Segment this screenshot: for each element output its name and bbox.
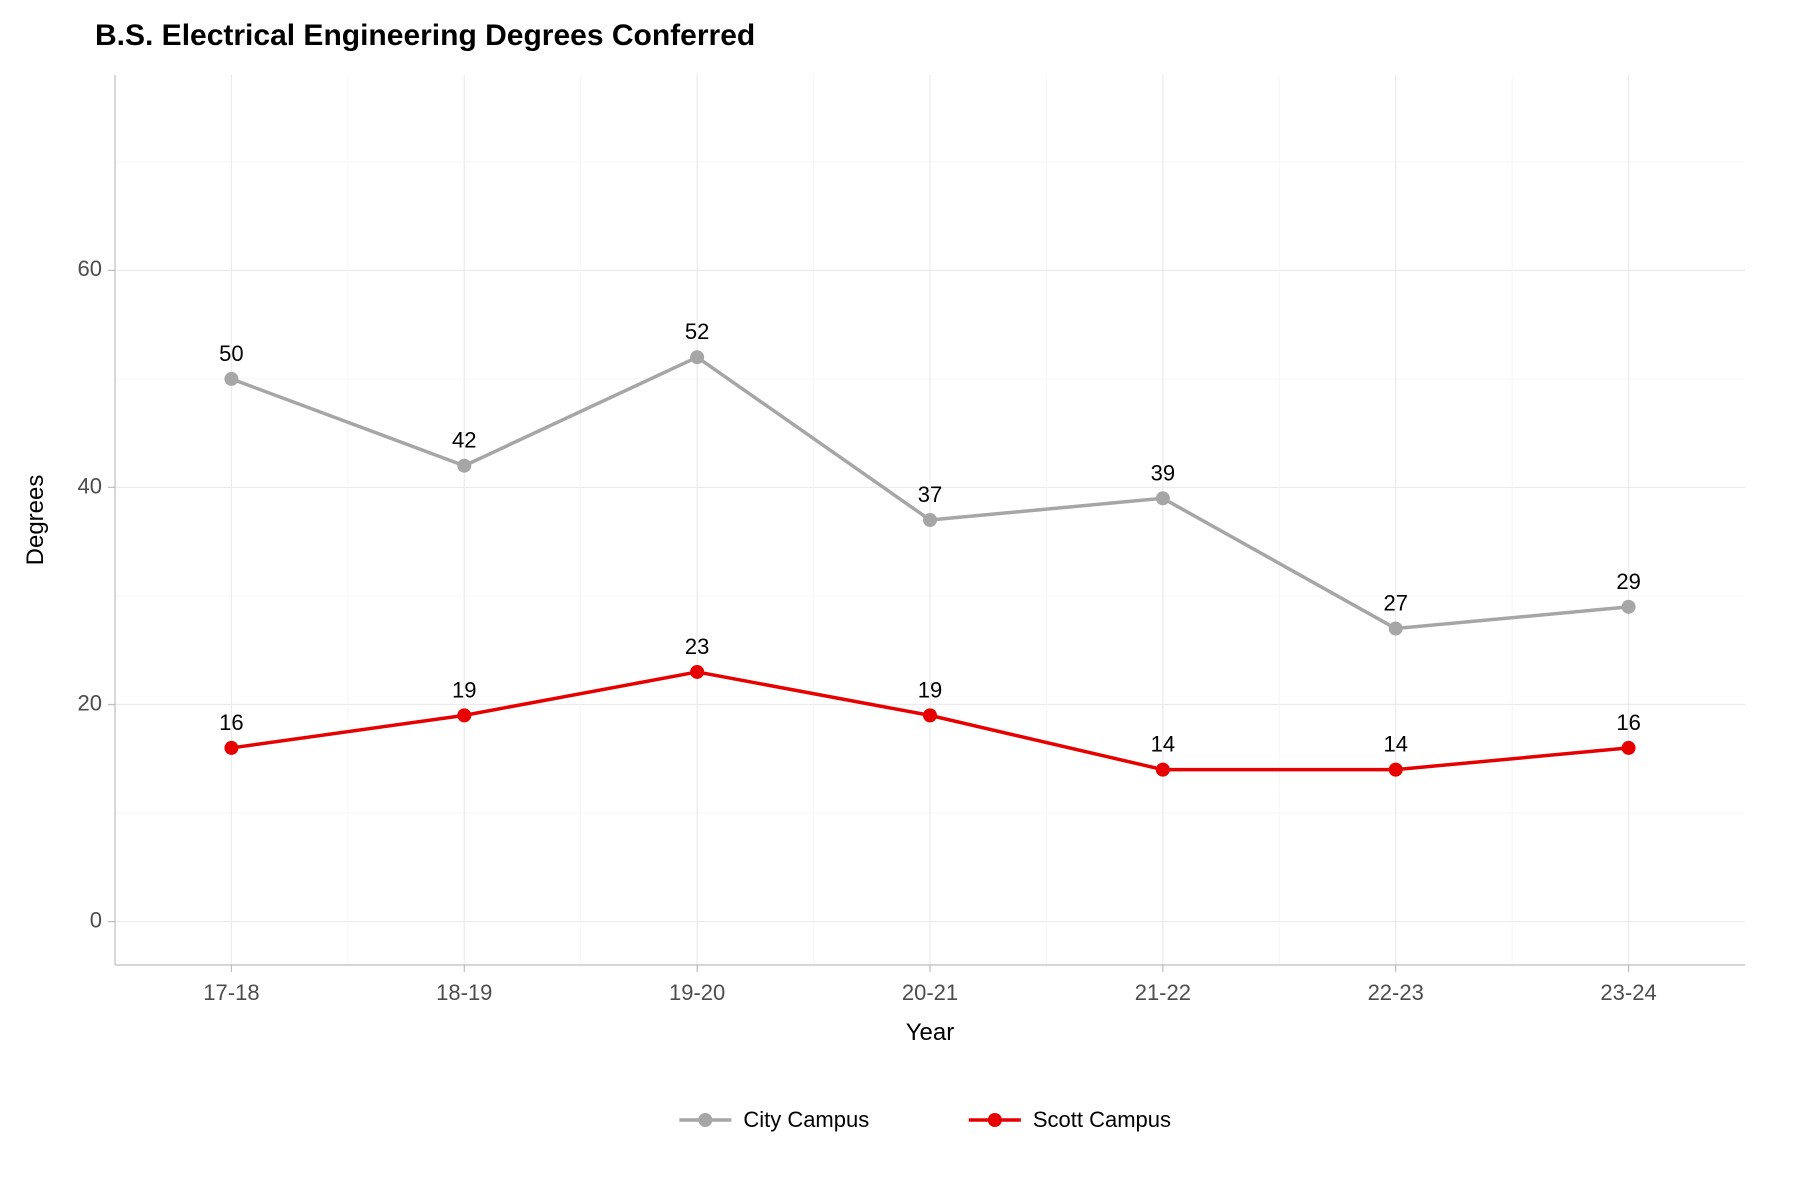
data-label-city: 50 — [219, 341, 243, 366]
data-label-scott: 14 — [1151, 732, 1175, 757]
data-label-scott: 19 — [452, 677, 476, 702]
data-label-scott: 19 — [918, 677, 942, 702]
series-point-scott — [1622, 741, 1636, 755]
tick-label-x: 23-24 — [1600, 980, 1656, 1005]
data-label-scott: 23 — [685, 634, 709, 659]
series-point-scott — [923, 708, 937, 722]
data-label-city: 42 — [452, 428, 476, 453]
axis-title-x: Year — [906, 1019, 955, 1046]
tick-label-x: 22-23 — [1368, 980, 1424, 1005]
data-label-city: 52 — [685, 319, 709, 344]
tick-label-x: 21-22 — [1135, 980, 1191, 1005]
legend-label-city: City Campus — [743, 1107, 869, 1132]
series-point-city — [690, 350, 704, 364]
series-point-scott — [224, 741, 238, 755]
series-point-scott — [1389, 763, 1403, 777]
chart-title: B.S. Electrical Engineering Degrees Conf… — [95, 19, 755, 52]
series-point-scott — [690, 665, 704, 679]
legend-label-scott: Scott Campus — [1033, 1107, 1171, 1132]
tick-label-y: 60 — [78, 256, 102, 281]
series-point-scott — [1156, 763, 1170, 777]
data-label-city: 37 — [918, 482, 942, 507]
data-label-scott: 16 — [1616, 710, 1640, 735]
chart-container: 0 20 40 60 17-18 18-19 19-20 20-21 21-22 22-23 23-… — [0, 0, 1800, 1200]
series-point-scott — [457, 708, 471, 722]
legend-swatch-point-city — [698, 1113, 712, 1127]
legend-swatch-point-scott — [988, 1113, 1002, 1127]
tick-label-x: 20-21 — [902, 980, 958, 1005]
data-label-city: 27 — [1383, 591, 1407, 616]
data-label-city: 29 — [1616, 569, 1640, 594]
data-label-scott: 14 — [1383, 732, 1407, 757]
tick-label-x: 17-18 — [203, 980, 259, 1005]
series-point-city — [224, 372, 238, 386]
series-point-city — [1156, 491, 1170, 505]
tick-label-y: 20 — [78, 690, 102, 715]
line-chart: 0 20 40 60 17-18 18-19 19-20 20-21 21-22 22-23 23-… — [0, 0, 1800, 1200]
tick-label-y: 0 — [90, 907, 102, 932]
tick-label-x: 19-20 — [669, 980, 725, 1005]
tick-label-x: 18-19 — [436, 980, 492, 1005]
data-label-city: 39 — [1151, 460, 1175, 485]
tick-label-y: 40 — [78, 473, 102, 498]
series-point-city — [1389, 622, 1403, 636]
axis-title-y: Degrees — [22, 475, 49, 566]
series-point-city — [1622, 600, 1636, 614]
series-point-city — [457, 459, 471, 473]
data-label-scott: 16 — [219, 710, 243, 735]
series-point-city — [923, 513, 937, 527]
